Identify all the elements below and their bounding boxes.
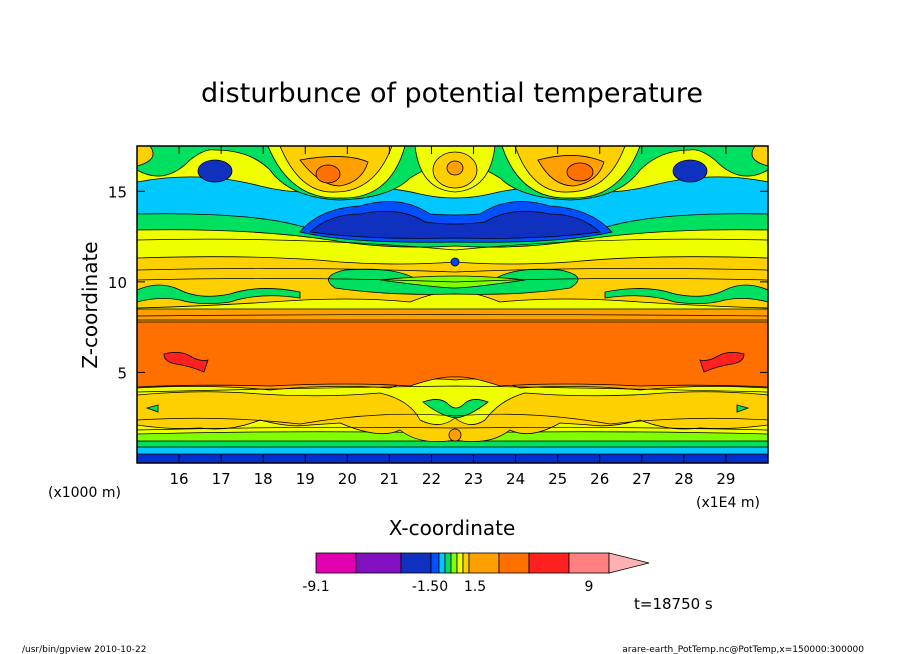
y-ticks: 5 10 15 (108, 183, 768, 382)
colorbar-swatch (400, 552, 432, 574)
detail (145, 404, 159, 413)
colorbar-swatch (462, 552, 470, 574)
plot-frame (136, 145, 769, 464)
x-unit-left: (x1000 m) (48, 485, 121, 501)
colorbar-swatch (456, 552, 464, 574)
colorbar-label: 1.5 (464, 579, 486, 595)
contour-lines (137, 238, 768, 431)
red-patch (163, 352, 209, 373)
colorbar-label: -1.50 (412, 579, 448, 595)
colorbar-label: -9.1 (302, 579, 329, 595)
x-axis-label: X-coordinate (389, 516, 516, 540)
layer-band (137, 453, 768, 463)
blue-blob (672, 159, 708, 183)
colorbar-swatch (438, 552, 446, 574)
colorbar-swatch (528, 552, 570, 574)
x-tick-label: 19 (296, 470, 315, 488)
x-ticks: 16 17 18 19 20 21 22 23 24 25 26 27 28 29 (170, 146, 735, 488)
colorbar (315, 552, 650, 574)
x-tick-label: 16 (170, 470, 189, 488)
colorbar-swatch (568, 552, 610, 574)
x-tick-label: 21 (380, 470, 399, 488)
red-patch (699, 352, 745, 373)
blue-blob (197, 159, 233, 183)
x-tick-label: 27 (632, 470, 651, 488)
layer-band (137, 284, 301, 304)
layer-band (137, 321, 768, 388)
x-tick-label: 23 (464, 470, 483, 488)
colorbar-swatch (444, 552, 452, 574)
colorbar-swatch (355, 552, 402, 574)
y-tick-label: 5 (117, 364, 127, 382)
x-tick-label: 22 (422, 470, 441, 488)
footer-right: arare-earth_PotTemp.nc@PotTemp,x=150000:… (622, 645, 864, 654)
colorbar-swatch (450, 552, 458, 574)
x-unit-right: (x1E4 m) (696, 495, 760, 511)
colorbar-labels: -9.1 -1.50 1.5 9 (302, 579, 593, 595)
colorbar-swatch (468, 552, 500, 574)
detail (422, 399, 489, 419)
colorbar-swatch (498, 552, 530, 574)
x-tick-label: 18 (254, 470, 273, 488)
colorbar-swatch (315, 552, 357, 574)
time-label: t=18750 s (634, 595, 713, 613)
colorbar-label: 9 (585, 579, 594, 595)
warm-dome (566, 162, 594, 182)
x-tick-label: 20 (338, 470, 357, 488)
x-tick-label: 25 (548, 470, 567, 488)
colorbar-arrow (608, 552, 650, 574)
x-tick-label: 26 (590, 470, 609, 488)
chart-title: disturbunce of potential temperature (201, 78, 703, 109)
layer-band (604, 284, 768, 304)
x-tick-label: 24 (506, 470, 525, 488)
detail (448, 428, 462, 442)
footer-left: /usr/bin/gpview 2010-10-22 (22, 645, 146, 654)
warm-dome (446, 160, 464, 176)
detail (736, 404, 750, 413)
x-tick-label: 17 (212, 470, 231, 488)
y-tick-label: 15 (108, 183, 127, 201)
x-tick-label: 29 (716, 470, 735, 488)
layer-band (137, 391, 768, 443)
blue-blob (309, 210, 601, 239)
warm-dome (315, 164, 341, 184)
y-tick-label: 10 (108, 274, 127, 292)
contour-field (137, 146, 768, 463)
y-axis-label: Z-coordinate (78, 241, 102, 368)
detail (450, 257, 460, 267)
x-tick-label: 28 (674, 470, 693, 488)
colorbar-swatch (430, 552, 440, 574)
